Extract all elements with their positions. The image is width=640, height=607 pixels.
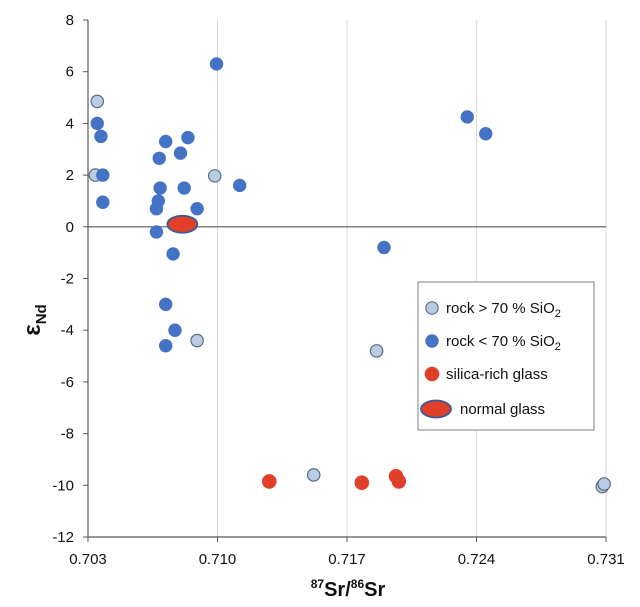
data-point <box>94 129 108 144</box>
data-point <box>166 214 199 234</box>
series-1 <box>90 57 493 353</box>
x-axis-title-main-1: Sr/ <box>324 579 351 601</box>
data-point <box>168 323 182 337</box>
y-tick-label: 6 <box>66 64 74 81</box>
data-point <box>597 477 611 491</box>
data-point <box>152 151 166 165</box>
data-point <box>159 134 173 149</box>
legend-label: normal glass <box>460 401 545 418</box>
legend-label-subscript: 2 <box>555 308 561 320</box>
data-point <box>181 130 195 145</box>
x-tick-labels: 0.703 0.710 0.717 0.724 0.731 <box>69 551 625 568</box>
legend-label: silica-rich glass <box>446 366 548 383</box>
legend-swatch <box>425 301 439 315</box>
y-tick-label: -6 <box>61 374 74 391</box>
y-tick-label: 4 <box>66 115 74 132</box>
data-point <box>96 168 110 182</box>
data-point <box>159 297 173 312</box>
data-point <box>460 110 474 124</box>
x-tick-label: 0.724 <box>458 551 496 568</box>
data-point <box>233 178 247 193</box>
data-point <box>377 240 391 255</box>
legend-item: normal glass <box>420 399 545 419</box>
y-tick-label: 8 <box>66 12 74 29</box>
data-point <box>354 475 370 491</box>
x-axis-title-main-2: Sr <box>364 579 385 601</box>
data-point <box>166 247 180 261</box>
x-axis-title-sup-1: 87 <box>311 577 325 591</box>
legend-swatch <box>424 366 440 382</box>
data-point <box>96 195 110 209</box>
x-tick-label: 0.703 <box>69 551 107 568</box>
legend-item: rock > 70 % SiO2 <box>425 300 561 320</box>
data-point <box>173 146 188 160</box>
data-point <box>391 474 407 489</box>
legend-swatch-ellipse <box>420 399 452 419</box>
data-point <box>369 344 384 358</box>
y-axis-title: εNd <box>19 304 50 335</box>
data-point <box>90 94 105 109</box>
x-tick-label: 0.710 <box>199 551 237 568</box>
data-point <box>159 339 173 353</box>
legend: rock > 70 % SiO2 rock < 70 % SiO2 silica-r… <box>417 281 595 431</box>
data-point <box>479 127 493 141</box>
y-tick-labels: 8 6 4 2 0 -2 -4 -6 -8 -10 -12 <box>52 12 74 546</box>
data-point <box>306 468 321 482</box>
y-tick-label: 0 <box>66 219 74 236</box>
data-point <box>190 202 204 216</box>
y-tick-label: -12 <box>52 529 74 546</box>
y-tick-label: -10 <box>52 477 74 494</box>
legend-label-subscript: 2 <box>555 341 561 353</box>
x-tick-label: 0.717 <box>328 551 366 568</box>
data-point <box>190 333 204 348</box>
y-axis-title-main: ε <box>19 324 46 335</box>
grid-lines <box>217 20 607 537</box>
data-point <box>177 181 191 195</box>
data-point <box>207 169 222 183</box>
y-tick-label: 2 <box>66 167 74 184</box>
data-point <box>209 57 224 71</box>
data-point <box>149 225 164 239</box>
data-point <box>153 181 167 195</box>
x-axis-title: 87Sr/86Sr <box>311 577 386 601</box>
y-tick-label: -8 <box>61 426 74 443</box>
data-point <box>90 116 104 131</box>
legend-item: silica-rich glass <box>424 366 548 383</box>
legend-item: rock < 70 % SiO2 <box>425 333 561 353</box>
series-2 <box>262 468 407 491</box>
y-tick-label: -2 <box>61 271 74 288</box>
data-point <box>262 474 277 489</box>
y-tick-label: -4 <box>61 322 74 339</box>
legend-label: rock < 70 % SiO2 <box>446 333 561 353</box>
series-0 <box>88 94 611 494</box>
data-point <box>149 202 164 216</box>
x-axis-title-sup-2: 86 <box>351 577 365 591</box>
y-axis-title-sub: Nd <box>33 304 50 324</box>
legend-label: rock > 70 % SiO2 <box>446 300 561 320</box>
legend-swatch <box>425 334 439 348</box>
x-tick-label: 0.731 <box>587 551 625 568</box>
series-3 <box>166 214 199 234</box>
plot-axes <box>83 19 607 542</box>
data-points <box>88 57 611 494</box>
